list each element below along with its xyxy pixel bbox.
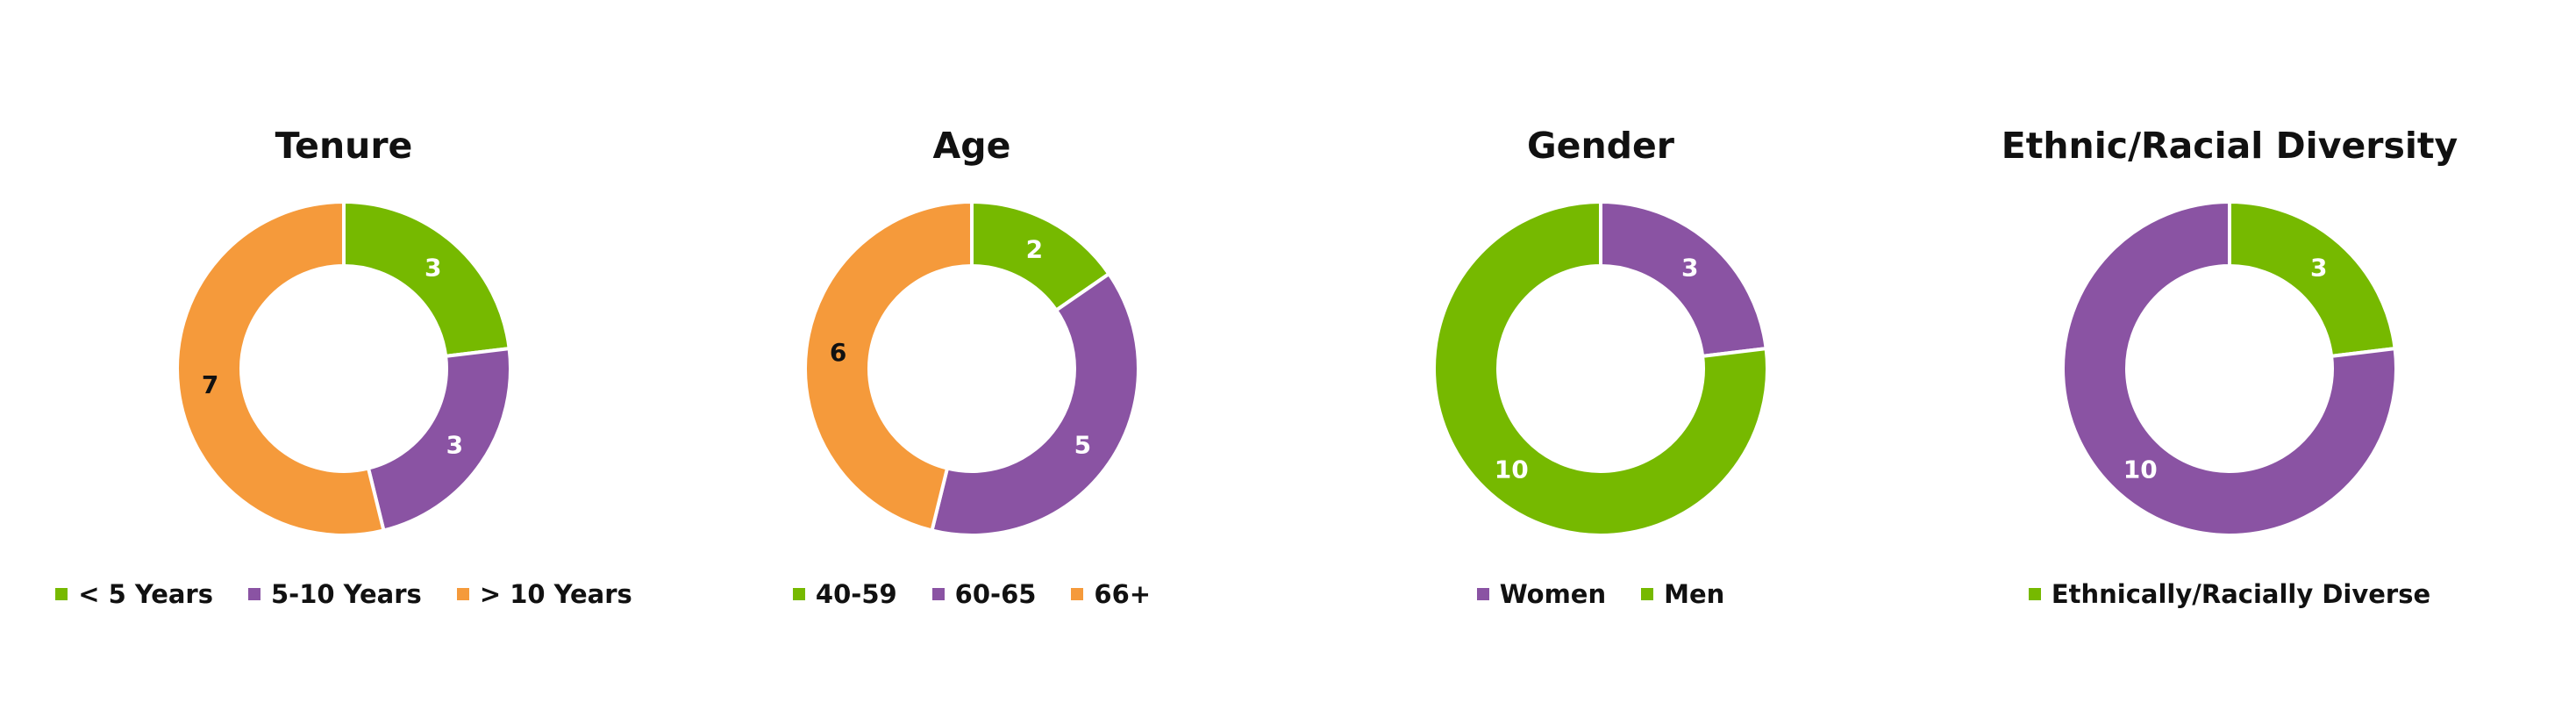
legend-swatch — [248, 588, 260, 600]
donut-chart-tenure: 3 3 7 — [175, 199, 512, 537]
legend-item: 5-10 Years — [248, 579, 422, 609]
data-label: 10 — [2123, 455, 2158, 484]
legend-item: 40-59 — [792, 579, 897, 609]
chart-title: Ethnic/Racial Diversity — [2001, 125, 2458, 167]
chart-legend: < 5 Years 5-10 Years > 10 Years — [22, 579, 666, 609]
chart-legend: Women Men — [1279, 579, 1923, 609]
donut-slice — [366, 346, 512, 533]
donut-chart-ethnic-racial-diversity: 3 10 — [2061, 199, 2398, 537]
legend-label: Ethnically/Racially Diverse — [2051, 579, 2431, 609]
chart-panel-age: Age 2 5 6 40-59 60-65 66+ — [650, 0, 1294, 717]
legend-label: < 5 Years — [78, 579, 213, 609]
donut-slice — [175, 199, 386, 537]
legend-item: < 5 Years — [55, 579, 213, 609]
data-label: 5 — [1074, 431, 1091, 460]
legend-item: 60-65 — [931, 579, 1037, 609]
donut-slice — [803, 199, 974, 533]
legend-item: 66+ — [1071, 579, 1151, 609]
legend-swatch — [1641, 588, 1654, 600]
data-label: 3 — [2310, 254, 2327, 283]
donut-chart-age: 2 5 6 — [803, 199, 1140, 537]
chart-panel-ethnic-racial-diversity: Ethnic/Racial Diversity 3 10 Ethnically/R… — [1908, 0, 2551, 717]
data-label: 7 — [202, 370, 218, 399]
legend-label: 60-65 — [954, 579, 1037, 609]
legend-swatch — [55, 588, 68, 600]
legend-item: Men — [1641, 579, 1724, 609]
legend-swatch — [931, 588, 945, 600]
legend-swatch — [1476, 588, 1489, 600]
legend-item: Ethnically/Racially Diverse — [2028, 579, 2431, 609]
donut-slice — [1599, 199, 1768, 359]
legend-swatch — [1071, 588, 1084, 600]
chart-panel-gender: Gender 3 10 Women Men — [1279, 0, 1923, 717]
legend-label: 5-10 Years — [271, 579, 422, 609]
chart-title: Gender — [1526, 125, 1675, 167]
data-label: 3 — [425, 254, 441, 283]
data-label: 3 — [446, 431, 463, 460]
chart-panel-tenure: Tenure 3 3 7 < 5 Years 5-10 Years > 10 Years — [22, 0, 666, 717]
chart-legend: 40-59 60-65 66+ — [650, 579, 1294, 609]
data-label: 3 — [1681, 254, 1698, 283]
legend-item: > 10 Years — [456, 579, 632, 609]
data-label: 2 — [1026, 235, 1043, 264]
donut-slice — [1432, 199, 1769, 537]
chart-title: Tenure — [275, 125, 413, 167]
donut-slice — [2061, 199, 2398, 537]
donut-slice — [930, 271, 1140, 537]
donut-slice — [2228, 199, 2397, 359]
legend-swatch — [792, 588, 805, 600]
legend-label: Men — [1664, 579, 1725, 609]
data-label: 10 — [1495, 455, 1529, 484]
donut-chart-gender: 3 10 — [1432, 199, 1769, 537]
legend-label: > 10 Years — [479, 579, 632, 609]
legend-item: Women — [1476, 579, 1607, 609]
chart-legend: Ethnically/Racially Diverse — [1908, 579, 2551, 609]
legend-label: 66+ — [1094, 579, 1152, 609]
data-label: 6 — [830, 338, 846, 367]
donut-slice — [342, 199, 511, 359]
legend-label: Women — [1499, 579, 1607, 609]
chart-title: Age — [932, 125, 1011, 167]
legend-swatch — [2028, 588, 2041, 600]
legend-swatch — [456, 588, 469, 600]
legend-label: 40-59 — [815, 579, 897, 609]
